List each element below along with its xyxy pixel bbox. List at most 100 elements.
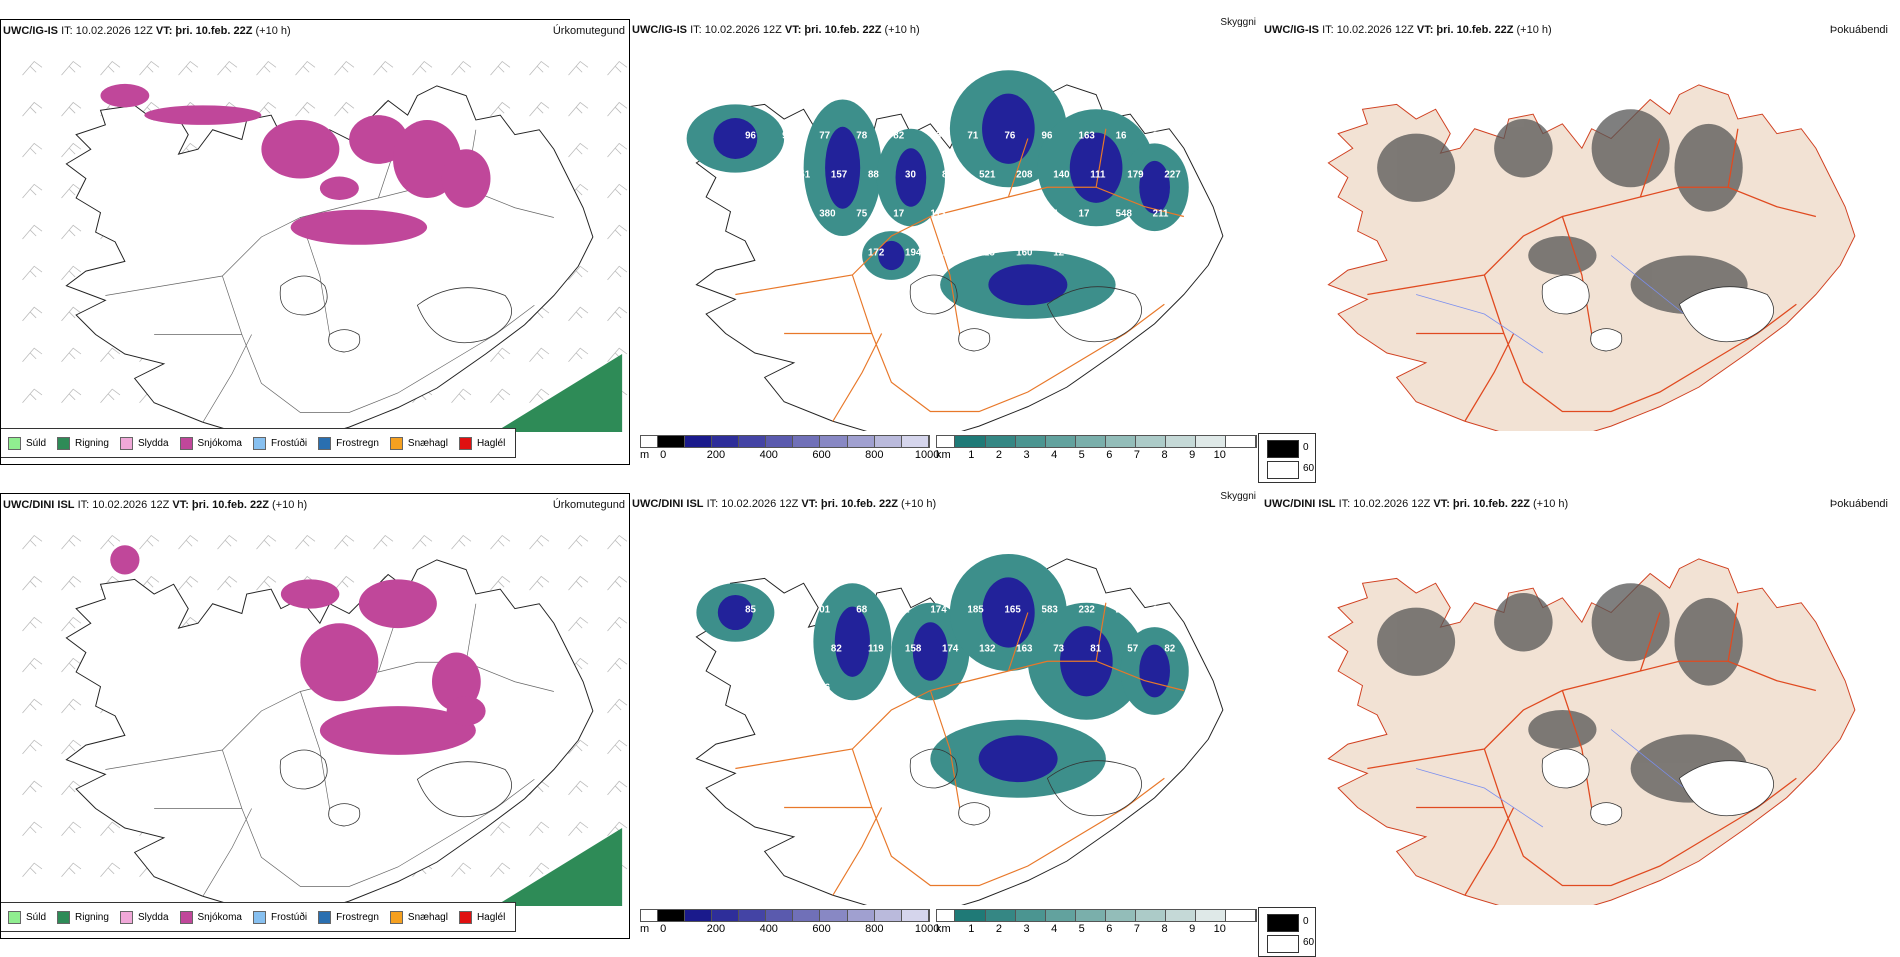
fog-area	[1591, 583, 1670, 662]
legend-item-1: Rigning	[57, 910, 109, 924]
wind-barb	[412, 60, 433, 76]
precip-type-map	[22, 534, 628, 906]
legend-label: Rigning	[75, 437, 109, 449]
snow-area	[319, 706, 476, 755]
wind-barb	[22, 347, 43, 363]
title-vt: VT: þri. 10.feb. 22Z	[172, 499, 269, 511]
wind-barb	[22, 306, 43, 322]
legend-label: Súld	[26, 911, 47, 923]
wind-barb	[529, 101, 550, 117]
wind-barb	[451, 534, 472, 550]
wind-barb	[451, 862, 472, 878]
ceiling-value-label: 227	[1164, 169, 1180, 180]
fog-panel: UWC/IG-IS IT: 10.02.2026 12Z VT: þri. 10…	[1262, 19, 1892, 465]
title-lead: (+10 h)	[272, 499, 308, 511]
wind-barb	[217, 575, 238, 591]
legend-swatch	[179, 910, 193, 924]
legend-label: Slydda	[137, 437, 169, 449]
ceiling-value-label: 214	[1042, 208, 1059, 219]
legend-item-2: Slydda	[119, 436, 169, 450]
legend-label: Haglél	[476, 911, 506, 923]
wind-barb	[568, 739, 589, 755]
wind-barb	[568, 142, 589, 158]
wind-barb	[490, 388, 511, 404]
colorbar-tick: 200	[706, 923, 726, 935]
wind-barb	[61, 347, 82, 363]
colorbar-tick: 0	[660, 449, 667, 461]
legend-item-4: Frostúði	[252, 910, 307, 924]
title-vt: VT: þri. 10.feb. 22Z	[784, 24, 882, 36]
ceiling-value-label: 140	[1053, 169, 1070, 180]
legend-swatch	[389, 910, 403, 924]
colorbar-tick: 2	[995, 449, 1002, 461]
wind-barb	[490, 60, 511, 76]
legend-item-2: Slydda	[119, 910, 169, 924]
ceiling-value-label: 119	[868, 644, 884, 655]
fog-legend-low: 0	[1303, 442, 1309, 453]
colorbar-tick: 6	[1106, 923, 1113, 935]
panel-title: UWC/DINI ISL IT: 10.02.2026 12Z VT: þri.…	[3, 499, 307, 511]
wind-barb	[61, 821, 82, 837]
title-model: UWC/IG-IS	[3, 25, 58, 37]
legend-swatch	[119, 436, 133, 450]
snow-area	[110, 545, 140, 575]
colorbar-segment	[766, 436, 794, 447]
rain-area	[495, 354, 623, 432]
legend-swatch	[57, 910, 71, 924]
wind-barb	[61, 657, 82, 673]
ceiling-value-label: 76	[1004, 131, 1015, 142]
wind-barb	[568, 306, 589, 322]
ceiling-value-label: 73	[757, 644, 768, 655]
wind-barb	[22, 698, 43, 714]
low-ceiling-area	[713, 118, 758, 159]
colorbar-segment	[1045, 910, 1076, 921]
wind-barb	[61, 698, 82, 714]
visibility-colorbar: km 1 2 3 4 5 6 7 8 9 10	[936, 435, 1257, 465]
visibility-panel: UWC/DINI ISL IT: 10.02.2026 12Z VT: þri.…	[630, 491, 1260, 939]
panel-label: Skyggni	[1220, 491, 1256, 502]
ceiling-value-label: 118	[745, 683, 761, 694]
ceiling-value-label: 12	[1053, 247, 1064, 258]
ceiling-colorbar: m 0 200 400 600 800 1000	[640, 435, 939, 465]
wind-barb	[100, 862, 121, 878]
legend-item-1: Rigning	[57, 436, 109, 450]
wind-barb	[607, 265, 628, 281]
ceiling-value-label: 161	[967, 208, 984, 219]
ceiling-value-label: 179	[1127, 169, 1144, 180]
legend-label: Haglél	[476, 437, 506, 449]
wind-barb	[568, 101, 589, 117]
title-it: IT: 10.02.2026 12Z	[1338, 498, 1431, 510]
colorbar-segment	[820, 910, 848, 921]
wind-barb	[61, 101, 82, 117]
fog-area	[1528, 710, 1597, 749]
wind-barb	[568, 821, 589, 837]
wind-barb	[100, 534, 121, 550]
ceiling-value-label: 57	[1127, 644, 1138, 655]
precip-type-map	[22, 60, 628, 432]
colorbar-tick: 600	[812, 449, 831, 461]
ceiling-value-label: 174	[942, 644, 959, 655]
legend-item-7: Haglél	[458, 910, 506, 924]
colorbar-segment	[901, 910, 929, 921]
legend-label: Snæhagl	[407, 911, 448, 923]
wind-barb	[568, 780, 589, 796]
ceiling-value-label: 160	[1016, 247, 1033, 258]
fog-area	[1377, 607, 1456, 676]
legend-item-4: Frostúði	[252, 436, 307, 450]
title-model: UWC/DINI ISL	[632, 498, 704, 510]
colorbar-segment	[766, 910, 794, 921]
title-lead: (+10 h)	[1533, 498, 1569, 510]
panel-title: UWC/IG-IS IT: 10.02.2026 12Z VT: þri. 10…	[632, 24, 920, 36]
ceiling-value-label: 380	[819, 208, 836, 219]
colorbar-tick: 1000	[914, 923, 940, 935]
ceiling-value-label: 158	[905, 644, 922, 655]
legend-swatch	[318, 910, 332, 924]
ceiling-value-label: 115	[979, 247, 995, 258]
colorbar-segment	[739, 910, 767, 921]
wind-barb	[334, 534, 355, 550]
panel-title: UWC/DINI ISL IT: 10.02.2026 12Z VT: þri.…	[632, 498, 936, 510]
ceiling-value-label: 163	[1016, 644, 1033, 655]
title-model: UWC/IG-IS	[1264, 24, 1319, 36]
low-ceiling-area	[988, 264, 1068, 306]
panel-title: UWC/IG-IS IT: 10.02.2026 12Z VT: þri. 10…	[1264, 24, 1552, 36]
